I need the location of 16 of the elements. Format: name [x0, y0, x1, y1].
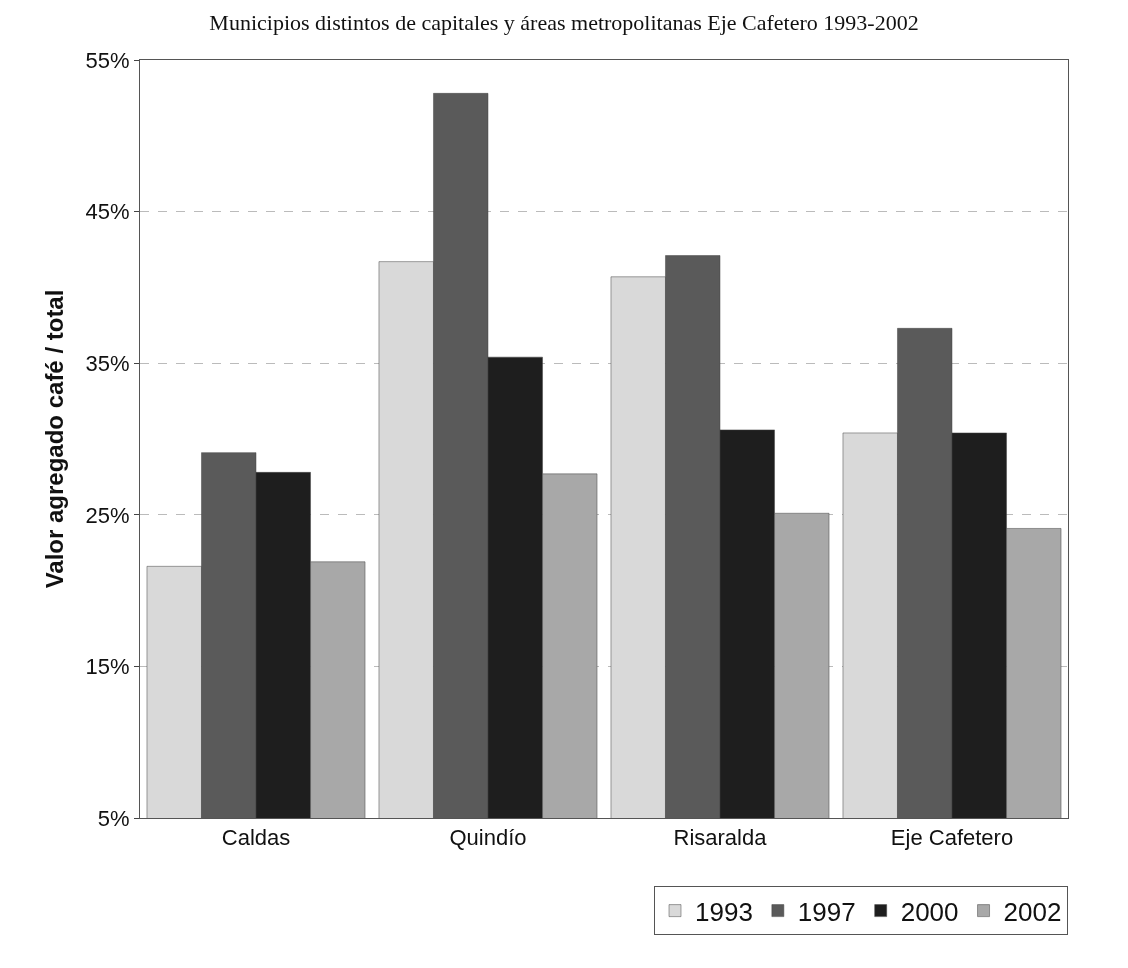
legend-label: 2002	[1003, 896, 1062, 927]
y-tick-label: 15%	[85, 654, 130, 680]
y-tick-label: 35%	[85, 350, 130, 376]
legend-label: 2000	[900, 896, 959, 927]
legend-label: 1997	[797, 896, 856, 927]
chart-title: Municipios distintos de capitales y áreas metropolitanas Eje Cafetero 1993-2002	[209, 9, 919, 35]
y-axis-title: Valor agregado café / total	[40, 289, 68, 589]
x-tick-label: Quindío	[449, 825, 527, 851]
legend-label: 1993	[695, 896, 753, 927]
y-tick-label: 5%	[97, 805, 130, 831]
x-tick-label: Risaralda	[673, 825, 768, 851]
x-tick-label: Eje Cafetero	[890, 825, 1014, 851]
x-tick-label: Caldas	[221, 825, 291, 851]
y-tick-label: 55%	[85, 47, 130, 73]
y-tick-label: 25%	[85, 502, 130, 528]
y-tick-label: 45%	[85, 199, 130, 225]
